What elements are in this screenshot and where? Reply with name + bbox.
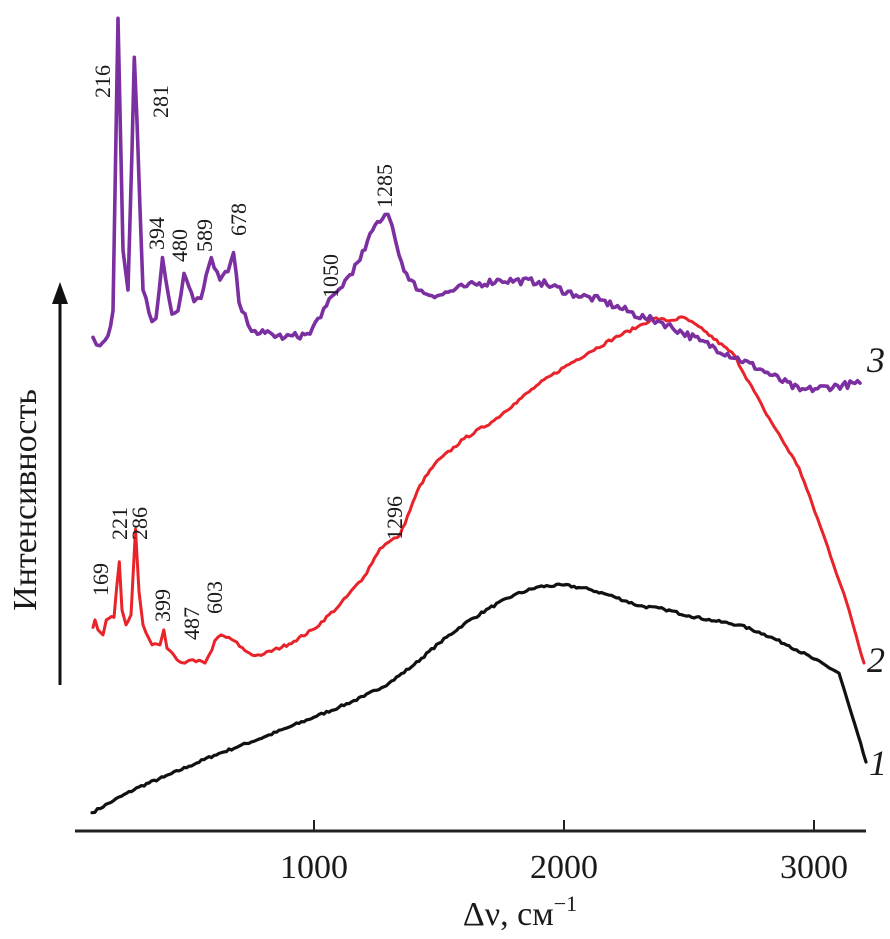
peak-label-3-281: 281 (148, 85, 173, 118)
curve-labels: 1 2 3 (866, 340, 887, 783)
peak-label-2-221: 221 (107, 507, 132, 540)
axes-layer: 1000 2000 3000 Δν, см−1 Интенсивность (7, 282, 866, 933)
x-axis-title-superscript: −1 (554, 891, 577, 916)
x-tick-label: 1000 (280, 849, 348, 886)
spectrum-curve-1 (90, 582, 868, 815)
peak-label-3-480: 480 (167, 229, 192, 262)
curves-layer (90, 16, 868, 815)
peak-label-2-399: 399 (150, 589, 175, 622)
peak-label-2-169: 169 (88, 563, 113, 596)
peak-label-2-603: 603 (202, 581, 227, 614)
peak-label-3-216: 216 (90, 65, 115, 98)
spectrum-curve-3 (91, 16, 862, 394)
peak-label-3-1285: 1285 (372, 164, 397, 208)
spectrum-curve-2 (91, 315, 866, 665)
y-axis-title: Интенсивность (7, 389, 44, 611)
peak-label-2-487: 487 (179, 607, 204, 640)
peak-label-3-1050: 1050 (318, 254, 343, 298)
x-axis-title: Δν, см−1 (463, 891, 577, 933)
curve-label-3: 3 (866, 340, 885, 380)
x-axis-title-text: Δν, см (463, 896, 554, 933)
peak-label-3-589: 589 (192, 219, 217, 252)
peak-label-3-394: 394 (144, 217, 169, 250)
peak-label-3-678: 678 (226, 203, 251, 236)
peak-label-2-1296: 1296 (382, 496, 407, 540)
x-tick-label: 3000 (780, 849, 848, 886)
x-tick-label: 2000 (530, 849, 598, 886)
intensity-arrow-head (52, 282, 68, 304)
curve-label-2: 2 (867, 640, 885, 680)
peak-label-2-286: 286 (127, 507, 152, 540)
x-ticks: 1000 2000 3000 (280, 820, 848, 886)
curve-label-1: 1 (869, 743, 887, 783)
